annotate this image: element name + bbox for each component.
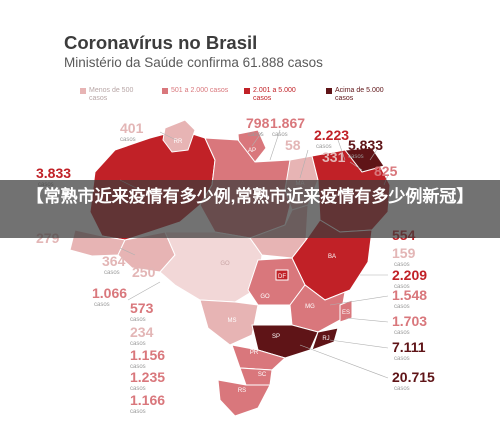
state-cases-df: 2.209 — [392, 267, 427, 283]
state-code-es: ES — [342, 310, 350, 316]
state-cases-ce: 2.223 — [314, 127, 349, 143]
state-code-go: GO — [260, 294, 270, 300]
state-code-sc: SC — [258, 372, 267, 378]
unit-label: casos — [394, 386, 410, 392]
state-cases-es: 1.703 — [392, 313, 427, 329]
unit-label: casos — [130, 409, 146, 415]
state-cases-ba: 159 — [392, 245, 416, 261]
state-code-rr: RR — [174, 139, 183, 145]
state-code-rs: RS — [238, 388, 246, 394]
state-code-mt: GO — [220, 261, 230, 267]
page-title: Coronavírus no Brasil — [64, 32, 258, 53]
legend-swatch — [80, 88, 86, 94]
state-region-es — [339, 299, 353, 323]
state-cases-ro: 364 — [102, 253, 126, 269]
unit-label: casos — [394, 304, 410, 310]
overlay-banner: 【常熟市近来疫情有多少例,常熟市近来疫情有多少例新冠】 — [0, 180, 500, 238]
state-region-df — [275, 269, 289, 281]
unit-label: casos — [130, 341, 146, 347]
state-code-mg: MG — [305, 304, 315, 310]
state-code-df: DF — [278, 274, 286, 280]
state-cases-mg: 1.548 — [392, 287, 427, 303]
state-cases-sp: 20.715 — [392, 369, 435, 385]
state-cases-pb: 5.833 — [348, 137, 383, 153]
unit-label: casos — [130, 386, 146, 392]
state-cases-mt: 250 — [132, 264, 156, 280]
legend-swatch — [244, 88, 250, 94]
state-region-pr — [231, 344, 286, 371]
state-cases-to: 1.066 — [92, 285, 127, 301]
state-cases-rn: 331 — [322, 149, 346, 165]
state-cases-sc: 1.235 — [130, 369, 165, 385]
state-code-ms: MS — [228, 318, 237, 324]
state-code-ap: AP — [248, 148, 256, 154]
state-code-sp: SP — [272, 334, 280, 340]
state-cases-rs: 1.166 — [130, 392, 165, 408]
state-cases-am: 3.833 — [36, 165, 71, 181]
unit-label: casos — [394, 262, 410, 268]
unit-label: casos — [316, 144, 332, 150]
unit-label: casos — [394, 284, 410, 290]
state-cases-rj: 7.111 — [392, 339, 426, 355]
unit-label: casos — [394, 356, 410, 362]
state-cases-rr: 401 — [120, 120, 144, 136]
legend-label: 2.001 a 5.000 casos — [253, 87, 296, 102]
state-code-rj: RJ — [322, 336, 329, 342]
legend-swatch — [326, 88, 332, 94]
banner-text: 【常熟市近来疫情有多少例,常熟市近来疫情有多少例新冠】 — [26, 187, 474, 206]
unit-label: casos — [394, 330, 410, 336]
legend-label: 501 a 2.000 casos — [171, 87, 229, 94]
legend-swatch — [162, 88, 168, 94]
state-cases-pe: 825 — [374, 163, 398, 179]
unit-label: casos — [120, 137, 136, 143]
state-cases-ap: 798 — [246, 115, 270, 131]
state-cases-ms: 234 — [130, 324, 154, 340]
legend-label: Menos de 500 casos — [89, 87, 134, 102]
state-cases-go: 573 — [130, 300, 154, 316]
unit-label: casos — [94, 302, 110, 308]
state-cases-pa: 1.867 — [270, 115, 305, 131]
state-cases-pr: 1.156 — [130, 347, 165, 363]
state-code-ba: BA — [328, 254, 336, 260]
state-region-rr — [162, 119, 196, 153]
page-subtitle: Ministério da Saúde confirma 61.888 caso… — [64, 55, 323, 70]
state-region-rs — [217, 379, 271, 417]
state-region-rj — [311, 327, 339, 351]
unit-label: casos — [104, 270, 120, 276]
state-region-sc — [239, 367, 273, 386]
unit-label: casos — [348, 154, 364, 160]
state-region-mt — [159, 231, 263, 303]
state-cases-ma: 58 — [285, 137, 301, 153]
state-code-pr: PR — [250, 350, 259, 356]
unit-label: casos — [130, 364, 146, 370]
unit-label: casos — [130, 317, 146, 323]
unit-label: casos — [248, 132, 264, 138]
state-region-ms — [199, 299, 259, 346]
unit-label: casos — [272, 132, 288, 138]
legend-label: Acima de 5.000 casos — [335, 87, 384, 102]
